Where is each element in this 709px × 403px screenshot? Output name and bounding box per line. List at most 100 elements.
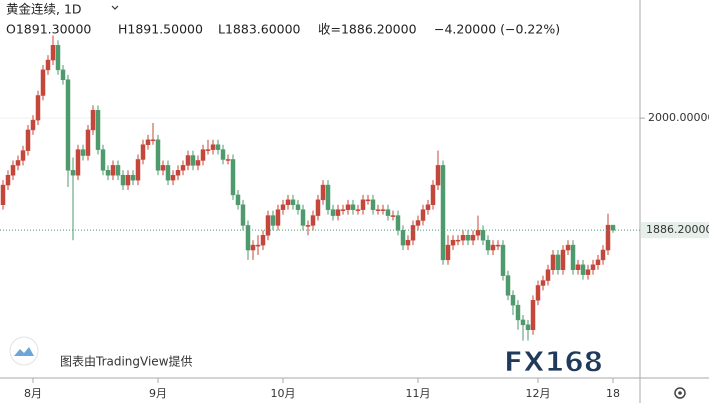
candle-body <box>580 264 586 275</box>
candle-body <box>480 230 486 241</box>
candle-body <box>285 199 291 205</box>
candle-body <box>325 184 331 210</box>
symbol-menu[interactable] <box>111 5 119 10</box>
candle-body <box>255 244 261 247</box>
candle-body <box>85 129 91 156</box>
candle-body <box>390 215 396 217</box>
candle-body <box>575 264 581 270</box>
candle-body <box>310 215 316 226</box>
candle-body <box>585 269 591 275</box>
candle-body <box>570 244 576 270</box>
candle-body <box>155 139 161 171</box>
candle-body <box>405 239 411 246</box>
candle-body <box>265 215 271 236</box>
candle-body <box>300 209 306 226</box>
candle-body <box>305 225 311 227</box>
candle-body <box>605 224 611 251</box>
candle-body <box>260 235 266 246</box>
candle-body <box>295 204 301 210</box>
candle-body <box>355 209 361 211</box>
candle-body <box>60 69 66 80</box>
candle-body <box>200 149 206 161</box>
candle-body <box>80 149 86 156</box>
candle-body <box>330 209 336 216</box>
candle-body <box>120 174 126 186</box>
candle-body <box>555 254 561 270</box>
candle-body <box>175 170 181 176</box>
candle-body <box>465 235 471 241</box>
candle-body <box>430 184 436 205</box>
x-tick-label: 9月 <box>149 387 167 400</box>
candle-body <box>50 45 56 61</box>
candle-body <box>195 160 201 166</box>
candle-body <box>245 225 251 251</box>
candle-body <box>180 165 186 171</box>
logo: FX168 <box>504 345 603 378</box>
candle-body <box>75 149 81 176</box>
candle-body <box>370 199 376 210</box>
candle-body <box>230 159 236 196</box>
candle-body <box>540 280 546 286</box>
x-tick-label: 10月 <box>271 387 296 400</box>
candle-body <box>65 79 71 171</box>
candle-body <box>160 165 166 171</box>
x-tick-label: 18 <box>606 387 620 400</box>
candle-body <box>205 149 211 151</box>
candle-body <box>415 220 421 226</box>
candle-body <box>70 170 76 176</box>
candle-body <box>510 295 516 306</box>
candle-body <box>40 69 46 96</box>
candle-body <box>55 45 61 71</box>
candle-body <box>435 165 441 186</box>
candle-body <box>595 259 601 266</box>
x-tick-label: 11月 <box>406 387 431 400</box>
candle-body <box>450 239 456 246</box>
ohlc-low: L1883.60000 <box>218 22 301 37</box>
candle-body <box>90 110 96 131</box>
ohlc-high: H1891.50000 <box>118 22 203 37</box>
candle-body <box>105 170 111 176</box>
candle-body <box>225 159 231 161</box>
candle-body <box>320 184 326 201</box>
candle-body <box>35 95 41 121</box>
candle-body <box>560 249 566 270</box>
candle-body <box>10 165 16 176</box>
y-tick-label: 2000.00000 <box>648 111 709 124</box>
candle-body <box>500 244 506 276</box>
candle-body <box>400 230 406 246</box>
candle-body <box>440 165 446 261</box>
candle-body <box>240 204 246 226</box>
ohlc-close: 收=1886.20000 <box>318 22 417 37</box>
x-tick-label: 8月 <box>24 387 42 400</box>
candle-body <box>335 209 341 216</box>
ohlc-change: −4.20000 (−0.22%) <box>434 22 560 37</box>
candle-body <box>495 244 501 247</box>
candle-body <box>425 204 431 210</box>
candle-body <box>0 184 6 205</box>
candle-body <box>210 144 216 150</box>
candle-body <box>130 174 136 181</box>
candle-body <box>590 264 596 270</box>
candle-body <box>375 209 381 211</box>
tv-logo <box>9 336 39 366</box>
candle-body <box>290 199 296 205</box>
candle-body <box>45 59 51 71</box>
candle-body <box>350 204 356 210</box>
candle-body <box>410 225 416 241</box>
candle-body <box>190 155 196 166</box>
candle-body <box>125 174 131 186</box>
settings-icon[interactable] <box>674 387 686 399</box>
candle-body <box>385 209 391 216</box>
candle-body <box>145 139 151 145</box>
candle-body <box>520 319 526 326</box>
candle-body <box>15 160 21 166</box>
candle-body <box>270 215 276 226</box>
candle-body <box>485 239 491 251</box>
candle-body <box>365 199 371 202</box>
candle-body <box>420 209 426 221</box>
candle-body <box>215 144 221 150</box>
candle-body <box>545 269 551 281</box>
candle-body <box>345 204 351 210</box>
candle-body <box>395 215 401 231</box>
